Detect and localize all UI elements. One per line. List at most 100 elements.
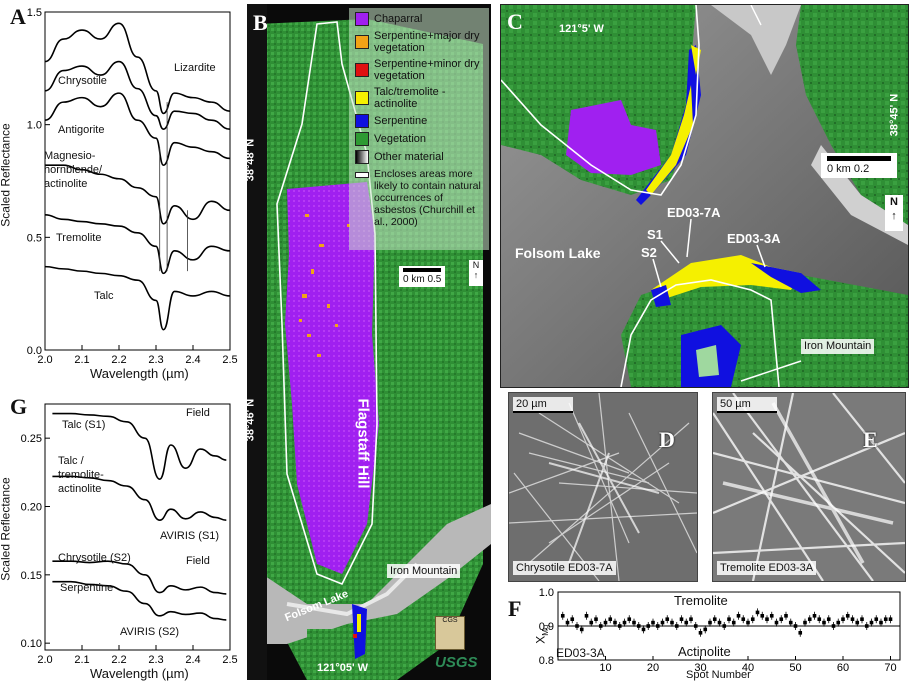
data-point [708,620,712,625]
data-point [703,627,708,632]
b-lon: 121°05' W [317,662,369,674]
x-tick-label: 60 [837,662,849,674]
a-label-actinolite: actinolite [44,178,88,190]
a-ylabel: Scaled Reflectance [0,123,13,227]
y-tick-label: 1.0 [27,120,42,132]
data-point [584,614,589,618]
data-point [717,620,722,625]
c-ed03-7a: ED03-7A [667,205,721,220]
panel-letter-a: A [10,4,26,29]
spectrum-line [44,22,231,115]
g-label-chrysotile-s2: Chrysotile (S2) [58,552,131,564]
x-tick-label: 70 [884,662,896,674]
a-label-talc: Talc [94,290,114,302]
data-point [674,624,679,628]
x-tick-label: 2.1 [74,354,89,366]
x-tick-label: 2.5 [222,654,237,666]
data-point [622,620,627,625]
data-point [594,617,598,621]
g-label-talc-tremolite-3: actinolite [58,483,102,495]
data-point [679,617,684,621]
x-tick-label: 2.3 [148,354,163,366]
c-scale-bar: 0 km 0.2 [821,153,897,178]
f-bottom-mid: Actinolite [678,644,731,659]
data-point [598,624,603,628]
data-point [817,617,822,621]
legend-other: Other material [355,150,485,164]
c-lon: 121°5' W [559,23,604,35]
spectra-chart-g: 2.0 2.1 2.2 2.3 2.4 2.5 0.10 0.15 0.20 0.25 [21,403,238,666]
data-point [784,614,788,618]
g-ylabel: Scaled Reflectance [0,477,13,581]
c-s1: S1 [647,227,663,242]
data-point [765,617,769,621]
usgs-logo: USGS [435,654,478,671]
data-point [636,624,641,628]
data-point [727,617,731,621]
d-fibers [509,393,697,581]
data-point [722,624,727,628]
c-folsom-lake: Folsom Lake [515,245,601,261]
data-point [769,614,774,618]
data-point [660,620,665,625]
b-north-arrow: N ↑ [469,260,483,286]
data-point [788,620,793,625]
y-tick-label: 0.10 [21,638,42,650]
g-label-talc-s1: Talc (S1) [62,419,106,431]
data-point [746,620,750,625]
x-tick-label: 50 [789,662,801,674]
data-point [665,617,670,621]
data-point [869,620,874,625]
data-point [755,610,760,615]
spectrum-line [44,92,231,167]
b-legend: Chaparral Serpentine+major dry vegetatio… [349,8,489,250]
c-lat: 38°45' N [888,93,901,137]
data-point [760,614,765,618]
plot-frame [44,11,231,351]
data-point [798,631,803,635]
y-tick-label: 0.15 [21,570,42,582]
legend-enclose: Encloses areas more likely to contain na… [355,168,485,228]
c-north-arrow: N ↑ [885,195,903,231]
data-point [693,624,698,628]
e-scale: 50 µm [717,397,777,413]
g-label-field-2: Field [186,555,210,567]
e-caption: Tremolite ED03-3A [717,561,817,575]
f-ylabel: XMg [533,624,550,644]
g-xlabel: Wavelength (µm) [90,666,189,681]
data-point [684,620,689,625]
b-scale-bar: 0 km 0.5 [399,266,446,287]
data-point [651,620,655,625]
c-iron-mountain: Iron Mountain [801,339,875,354]
data-point [793,624,798,628]
b-lat-1: 38°48' N [247,139,257,182]
data-point [883,617,888,621]
panel-g: G 2.0 2.1 2.2 2.3 2.4 2.5 0.10 0.15 0.20 0.25 Sca… [0,392,240,683]
data-point [646,624,651,628]
data-point [698,631,703,635]
a-label-tremolite: Tremolite [56,232,102,244]
panel-e-sem: E 50 µm Tremolite ED03-3A [712,392,906,582]
data-point [689,617,693,621]
spectrum-line [45,164,231,225]
data-point [603,620,608,625]
data-point [774,620,779,625]
x-tick-label: 2.1 [74,654,89,666]
g-label-field-1: Field [186,407,210,419]
b-iron-mountain: Iron Mountain [387,564,461,578]
panel-letter-g: G [10,394,28,419]
data-point [822,620,826,625]
panel-letter-c: C [507,9,523,34]
f-xlabel: Spot Number [686,669,751,681]
data-point [750,617,755,621]
data-point [736,614,741,618]
cgs-logo: CGS [435,616,465,650]
y-tick-label: 0.8 [539,655,554,667]
data-point [731,620,736,625]
data-point [627,617,632,621]
data-point [860,617,864,621]
x-tick-label: 2.2 [111,354,126,366]
data-point [617,624,622,628]
y-tick-label: 0.5 [27,232,42,244]
spectrum-line [52,580,227,621]
